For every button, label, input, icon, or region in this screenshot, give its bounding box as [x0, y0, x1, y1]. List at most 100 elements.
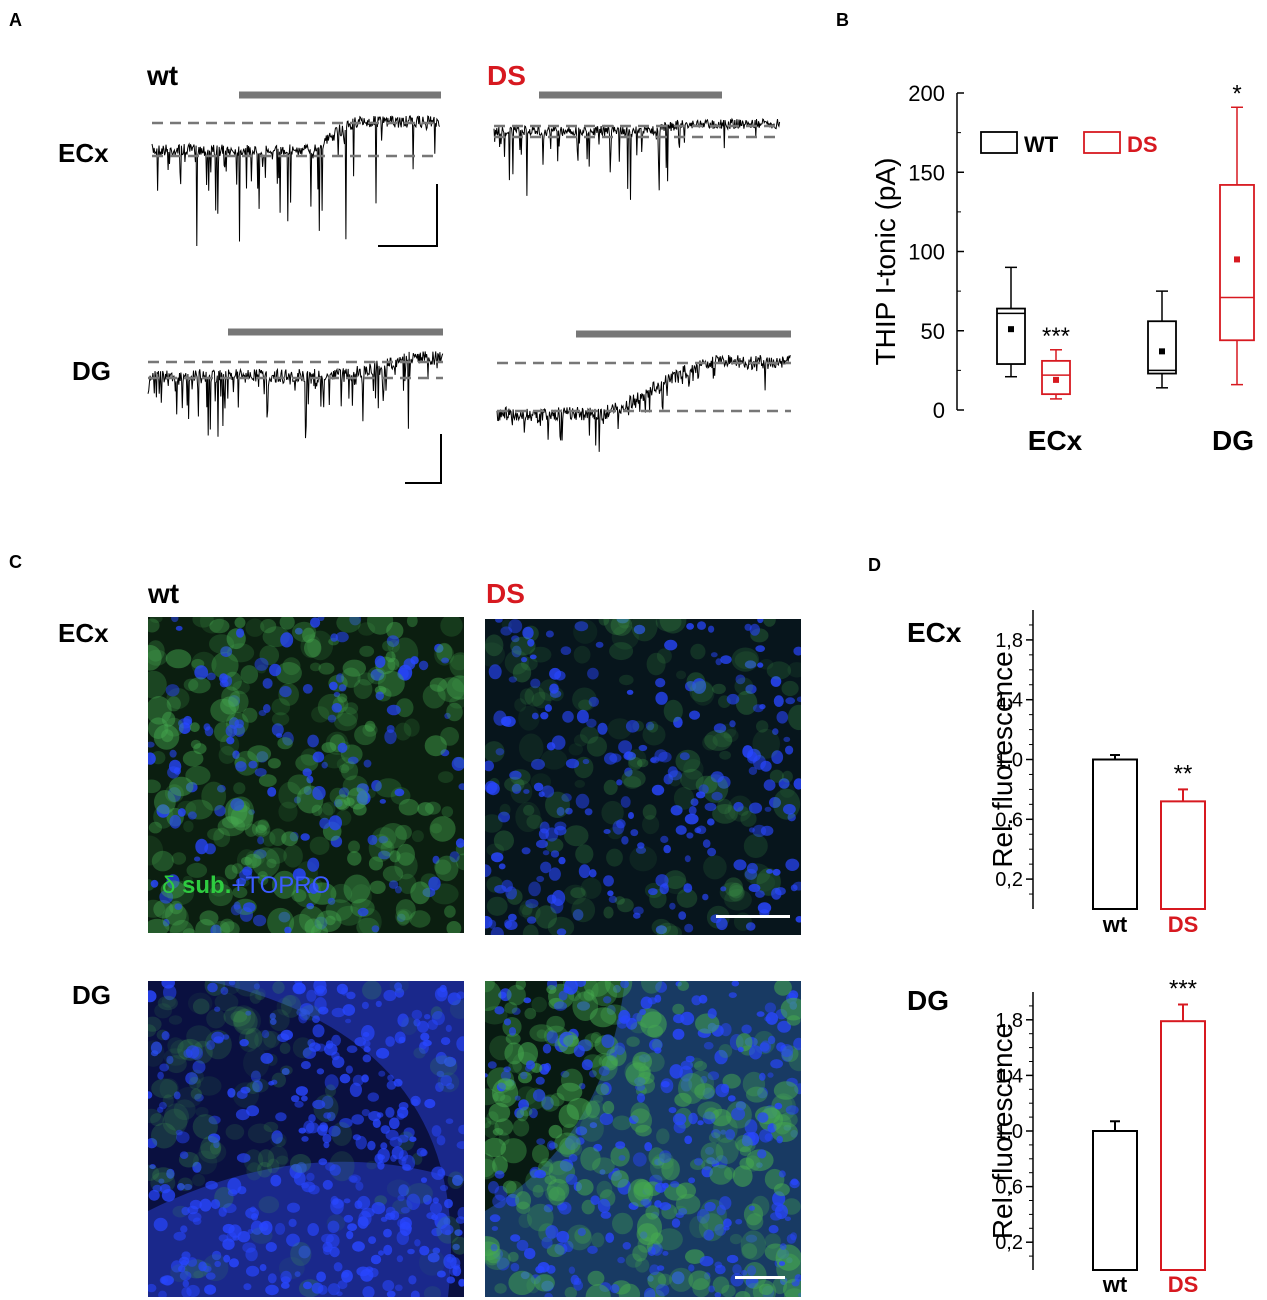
- cell: [577, 1228, 586, 1237]
- cell: [312, 786, 326, 800]
- y-tick-label: 150: [908, 160, 945, 185]
- cell: [444, 905, 456, 918]
- cell: [316, 910, 342, 932]
- cell: [781, 770, 793, 783]
- cell: [148, 1164, 160, 1181]
- cell: [307, 630, 334, 661]
- cell: [230, 1011, 248, 1023]
- cell: [282, 657, 301, 676]
- cell: [175, 625, 183, 631]
- cell: [406, 1193, 421, 1210]
- cell: [764, 806, 772, 812]
- chart-title: ECx: [907, 617, 962, 648]
- y-tick-label: 200: [908, 81, 945, 106]
- cell: [348, 840, 360, 853]
- panel-a-traces: [147, 91, 791, 484]
- cell: [715, 1137, 739, 1164]
- cell: [201, 781, 227, 811]
- cell: [707, 847, 717, 857]
- cell: [385, 1129, 399, 1141]
- cell: [680, 768, 704, 790]
- cell: [254, 657, 269, 671]
- cell: [679, 752, 690, 761]
- cell: [317, 1006, 329, 1015]
- cell: [298, 1012, 308, 1024]
- cell: [449, 851, 460, 863]
- cell: [575, 844, 594, 864]
- cell: [579, 1115, 604, 1142]
- cell: [233, 782, 246, 795]
- cell: [257, 871, 268, 882]
- cell: [697, 1101, 723, 1120]
- cell: [688, 1112, 698, 1125]
- cell: [280, 1270, 292, 1284]
- cell: [245, 1027, 263, 1049]
- cell: [546, 1178, 570, 1202]
- cell: [658, 751, 672, 763]
- cell: [517, 1042, 538, 1066]
- cell: [746, 862, 758, 874]
- cell: [793, 646, 801, 656]
- cell: [675, 981, 682, 987]
- cell: [275, 1112, 287, 1122]
- cell: [485, 1236, 500, 1257]
- cell: [161, 729, 174, 743]
- cell: [675, 825, 687, 835]
- cell: [330, 835, 343, 848]
- cell: [284, 926, 292, 933]
- cell: [322, 1242, 333, 1253]
- cell: [531, 712, 539, 720]
- cell: [707, 818, 715, 826]
- cell: [378, 1250, 384, 1256]
- cell: [625, 720, 640, 733]
- cell: [787, 813, 796, 822]
- cell: [193, 743, 207, 755]
- cell: [352, 803, 367, 816]
- mean-marker: [1234, 256, 1240, 263]
- cell: [512, 662, 532, 683]
- cell: [441, 657, 450, 664]
- cell: [252, 1080, 263, 1093]
- cell: [223, 1006, 252, 1027]
- cell: [485, 1088, 499, 1106]
- cell: [670, 1181, 680, 1188]
- cell: [756, 720, 769, 733]
- cell: [309, 882, 319, 894]
- cell: [224, 864, 238, 880]
- cell: [230, 804, 254, 831]
- cell: [398, 873, 417, 894]
- cell: [426, 1212, 436, 1220]
- cell: [601, 1055, 618, 1071]
- cell: [489, 1035, 514, 1061]
- cell: [505, 1033, 521, 1045]
- cell: [263, 704, 271, 713]
- cell: [780, 1111, 798, 1128]
- cell: [254, 768, 267, 777]
- cell: [485, 981, 502, 1012]
- cell: [545, 791, 570, 818]
- panel-c-col-ds: DS: [486, 578, 525, 609]
- cell: [246, 1162, 262, 1181]
- cell: [185, 1072, 198, 1085]
- cell: [514, 1107, 525, 1119]
- stain-legend: δ sub.+TOPRO: [162, 872, 330, 900]
- cell: [436, 1135, 446, 1146]
- cell: [447, 1171, 464, 1189]
- cell: [411, 1098, 419, 1106]
- cell: [164, 784, 184, 803]
- cell: [646, 652, 666, 676]
- cell: [249, 989, 262, 1004]
- cell: [331, 703, 342, 713]
- cell: [257, 819, 269, 831]
- cell: [323, 1112, 332, 1119]
- cell: [485, 642, 505, 667]
- cell: [414, 1239, 421, 1247]
- cell: [325, 915, 336, 926]
- cell: [744, 1119, 758, 1135]
- cell: [597, 722, 608, 735]
- cell: [485, 864, 492, 878]
- cell: [703, 1229, 714, 1241]
- cell: [647, 1271, 667, 1290]
- cell: [336, 617, 361, 633]
